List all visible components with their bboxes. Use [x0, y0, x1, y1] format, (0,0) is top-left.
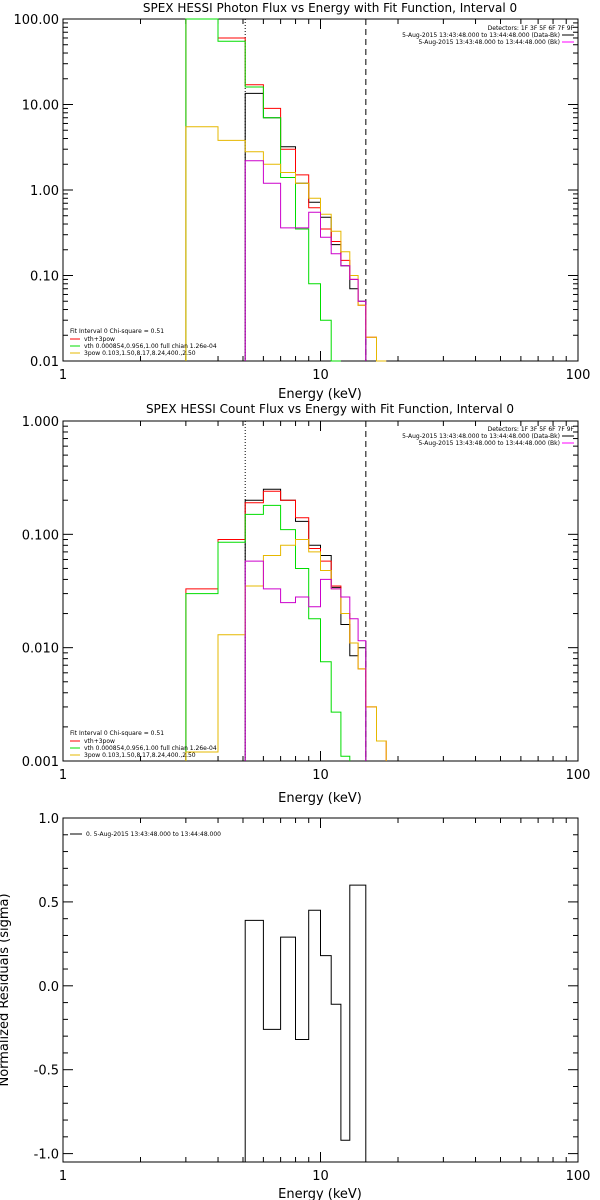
- residuals-legend: 0. 5-Aug-2015 13:43:48.000 to 13:44:48.0…: [70, 831, 221, 838]
- count-flux-x-tick-label: 1: [59, 768, 67, 783]
- residuals-y-tick-label: 0.0: [38, 980, 59, 995]
- count-flux-detectors-text: Detectors: 1F 3F 5F 6F 7F 9F: [488, 426, 575, 433]
- count-flux-y-tick-label: 0.100: [22, 528, 59, 543]
- photon-flux-panel: SPEX HESSI Photon Flux vs Energy with Fi…: [14, 1, 591, 402]
- photon-flux-legend-vth: vth 0.000854,0.956,1.00 full chian 1.26e…: [84, 343, 217, 350]
- residuals-y-tick-label: -1.0: [34, 1148, 59, 1163]
- count-flux-legend-header: Fit Interval 0 Chi-square = 0.51: [70, 730, 164, 737]
- photon-flux-legend-3pow: 3pow 0.103,1.50,8.17,8.24,400.,2.50: [84, 350, 196, 357]
- photon-flux-series-data-bk: [244, 92, 367, 361]
- residuals-y-axis-label: Normalized Residuals (sigma): [0, 893, 12, 1086]
- count-flux-x-tick-label: 100: [566, 768, 591, 783]
- photon-flux-data-interval-text: 5-Aug-2015 13:43:48.000 to 13:44:48.000 …: [402, 32, 560, 39]
- photon-flux-series-vth-3pow: [185, 18, 387, 362]
- residuals-panel: -1.0 -0.5 0.0 0.5 1.0 1 10 100 Energy (keV) No…: [0, 812, 590, 1200]
- residuals-y-tick-label: 0.5: [38, 896, 59, 911]
- count-flux-bk-interval-text: 5-Aug-2015 13:43:48.000 to 13:44:48.000 …: [418, 440, 560, 447]
- count-flux-y-tick-labels: 0.001 0.010 0.100 1.000: [22, 415, 59, 770]
- photon-flux-y-tick-label: 1.00: [30, 184, 59, 199]
- count-flux-x-tick-label: 10: [312, 768, 329, 783]
- photon-flux-series-vth: [185, 18, 341, 362]
- count-flux-series-bk: [244, 560, 367, 761]
- count-flux-info-block: Detectors: 1F 3F 5F 6F 7F 9F 5-Aug-2015 …: [402, 426, 574, 447]
- residuals-x-tick-label: 1: [59, 1169, 67, 1184]
- count-flux-y-tick-label: 0.010: [22, 642, 59, 657]
- photon-flux-series-bk: [244, 160, 367, 361]
- count-flux-series-vth: [185, 504, 351, 761]
- residuals-plot-frame: [62, 817, 579, 1163]
- photon-flux-y-tick-label: 0.01: [30, 355, 59, 370]
- residuals-x-axis-label: Energy (keV): [278, 1187, 362, 1200]
- residuals-x-tick-labels: 1 10 100: [59, 1169, 591, 1184]
- photon-flux-y-tick-label: 100.00: [14, 13, 60, 28]
- count-flux-x-axis-label: Energy (keV): [278, 791, 362, 806]
- count-flux-legend-vth: vth 0.000854,0.956,1.00 full chian 1.26e…: [84, 745, 217, 752]
- photon-flux-legend: Fit Interval 0 Chi-square = 0.51 vth+3po…: [70, 328, 217, 357]
- count-flux-y-tick-label: 0.001: [22, 755, 59, 770]
- count-flux-legend-total: vth+3pow: [84, 738, 115, 745]
- photon-flux-x-tick-labels: 1 10 100: [59, 368, 591, 383]
- photon-flux-info-block: Detectors: 1F 3F 5F 6F 7F 9F 5-Aug-2015 …: [402, 25, 574, 46]
- photon-flux-x-tick-label: 100: [566, 368, 591, 383]
- photon-flux-y-tick-label: 10.00: [22, 99, 59, 114]
- count-flux-panel: SPEX HESSI Count Flux vs Energy with Fit…: [22, 402, 591, 806]
- residuals-tick-marks: [62, 817, 578, 1162]
- photon-flux-detectors-text: Detectors: 1F 3F 5F 6F 7F 9F: [488, 25, 575, 32]
- photon-flux-x-axis-label: Energy (keV): [278, 387, 362, 402]
- photon-flux-tick-marks: [62, 19, 578, 362]
- residuals-y-tick-label: -0.5: [34, 1064, 59, 1079]
- count-flux-data-interval-text: 5-Aug-2015 13:43:48.000 to 13:44:48.000 …: [402, 433, 560, 440]
- photon-flux-x-tick-label: 10: [312, 368, 329, 383]
- photon-flux-x-tick-label: 1: [59, 368, 67, 383]
- photon-flux-series-3pow: [185, 126, 387, 362]
- photon-flux-reference-lines: [244, 19, 367, 361]
- residuals-series-group: [244, 884, 367, 1162]
- photon-flux-legend-header: Fit Interval 0 Chi-square = 0.51: [70, 328, 164, 335]
- residuals-legend-label: 0. 5-Aug-2015 13:43:48.000 to 13:44:48.0…: [86, 831, 221, 838]
- count-flux-series-group: [185, 488, 387, 761]
- photon-flux-title: SPEX HESSI Photon Flux vs Energy with Fi…: [143, 1, 517, 15]
- photon-flux-y-tick-labels: 0.01 0.10 1.00 10.00 100.00: [14, 13, 60, 370]
- photon-flux-bk-interval-text: 5-Aug-2015 13:43:48.000 to 13:44:48.000 …: [418, 39, 560, 46]
- count-flux-series-3pow: [185, 539, 387, 761]
- residuals-series-0-5-aug-2015-13-43-48-000-to-13-44-48-000: [244, 884, 367, 1162]
- count-flux-legend-3pow: 3pow 0.103,1.50,8.17,8.24,400.,2.50: [84, 752, 196, 759]
- count-flux-reference-lines: [244, 421, 367, 761]
- count-flux-y-tick-label: 1.000: [22, 415, 59, 430]
- residuals-x-tick-label: 100: [566, 1169, 591, 1184]
- count-flux-legend: Fit Interval 0 Chi-square = 0.51 vth+3po…: [70, 730, 217, 759]
- photon-flux-legend-total: vth+3pow: [84, 336, 115, 343]
- photon-flux-series-group: [185, 18, 387, 362]
- count-flux-x-tick-labels: 1 10 100: [59, 768, 591, 783]
- count-flux-series-data-bk: [244, 488, 367, 761]
- residuals-y-tick-label: 1.0: [38, 812, 59, 827]
- count-flux-title: SPEX HESSI Count Flux vs Energy with Fit…: [146, 402, 514, 416]
- photon-flux-y-tick-label: 0.10: [30, 270, 59, 285]
- residuals-y-tick-labels: -1.0 -0.5 0.0 0.5 1.0: [34, 812, 59, 1163]
- residuals-x-tick-label: 10: [312, 1169, 329, 1184]
- count-flux-series-vth-3pow: [185, 490, 387, 761]
